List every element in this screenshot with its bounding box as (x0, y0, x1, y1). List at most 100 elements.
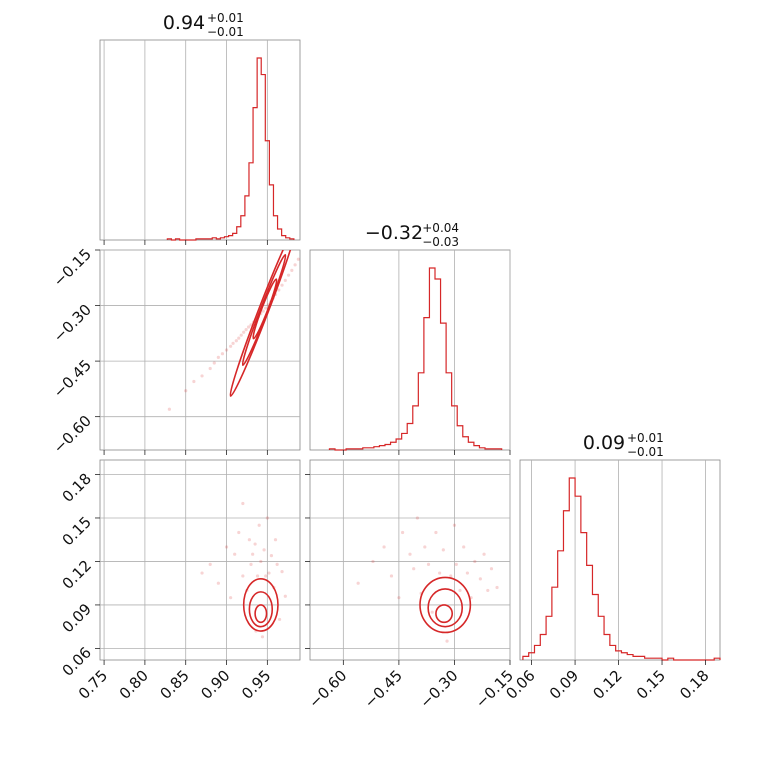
sample-point-1-22 (267, 571, 271, 575)
sample-point-0-1 (184, 389, 188, 393)
sample-point-0-10 (231, 341, 235, 345)
sample-point-0-13 (239, 333, 243, 337)
sample-point-0-32 (290, 268, 294, 272)
xtick-label-0-4: 0.95 (238, 666, 274, 702)
sample-point-1-7 (241, 501, 245, 506)
scatter-frame-1 (99, 459, 301, 661)
sample-point-0-14 (242, 330, 246, 334)
hist-title-plus-0: +0.01 (207, 11, 244, 25)
sample-point-2-8 (415, 516, 420, 520)
contour-1-2 (254, 604, 268, 624)
sample-point-1-16 (257, 523, 261, 527)
sample-point-0-28 (277, 288, 281, 292)
hist-title-plus-2: +0.01 (627, 431, 664, 445)
contour-2-2 (435, 604, 454, 624)
sample-point-0-4 (208, 366, 212, 371)
sample-point-1-23 (269, 554, 274, 558)
hist-title-minus-0: −0.01 (207, 25, 244, 39)
xtick-label-0-1: 0.80 (116, 666, 152, 702)
sample-point-1-17 (259, 559, 263, 564)
sample-point-1-29 (283, 594, 287, 598)
ytick-label-1-2: −0.30 (50, 301, 95, 346)
sample-point-0-2 (192, 379, 196, 384)
sample-point-1-28 (280, 569, 284, 574)
sample-point-0-29 (280, 283, 284, 287)
ytick-label-2-2: 0.12 (59, 556, 95, 592)
sample-point-0-22 (261, 309, 265, 313)
contour-0-2 (252, 278, 278, 340)
sample-point-2-15 (441, 548, 445, 552)
scatter-frame-2 (309, 459, 511, 661)
sample-point-0-12 (237, 336, 241, 340)
contour-1-1 (248, 591, 274, 628)
sample-point-1-6 (237, 530, 241, 535)
sample-point-1-0 (200, 571, 204, 575)
sample-point-0-3 (200, 374, 204, 378)
hist-frame-1 (309, 249, 511, 451)
sample-point-0-5 (212, 361, 216, 365)
hist-title-minus-1: −0.03 (422, 235, 459, 249)
sample-point-0-9 (229, 344, 233, 348)
hist-panel-2: 0.09 +0.01−0.01 (519, 431, 721, 661)
sample-point-1-13 (253, 542, 257, 546)
sample-point-0-16 (246, 325, 251, 329)
sample-point-0-7 (220, 352, 225, 356)
hist-title-median-2: 0.09 (583, 432, 625, 454)
sample-point-2-6 (408, 552, 412, 556)
ytick-label-2-3: 0.15 (59, 513, 95, 549)
sample-point-2-20 (458, 588, 462, 593)
sample-point-2-27 (486, 588, 490, 593)
contour-2-1 (427, 588, 464, 628)
hist-panel-1: −0.32 +0.04−0.03 (309, 221, 511, 451)
xtick-label-2-2: 0.12 (589, 666, 625, 702)
ytick-label-1-3: −0.15 (50, 245, 95, 290)
hist-frame-2 (519, 459, 721, 661)
sample-point-2-16 (445, 639, 449, 643)
histogram-1 (328, 267, 503, 451)
sample-point-1-11 (249, 562, 253, 566)
histogram-0 (166, 57, 295, 241)
sample-point-0-30 (283, 278, 287, 282)
sample-point-1-1 (208, 562, 212, 566)
contour-1-0 (242, 578, 279, 632)
sample-point-2-19 (454, 562, 458, 566)
xtick-label-2-4: 0.18 (676, 666, 712, 702)
sample-point-1-8 (241, 574, 245, 578)
sample-point-2-17 (449, 574, 453, 578)
sample-point-0-8 (224, 348, 229, 352)
sample-point-1-27 (277, 617, 282, 622)
sample-point-0-34 (296, 257, 300, 261)
xtick-label-2-1: 0.09 (546, 666, 582, 702)
ytick-label-2-1: 0.09 (59, 600, 95, 636)
sample-point-1-20 (264, 574, 268, 578)
xtick-label-1-1: −0.45 (361, 666, 406, 711)
sample-point-0-0 (167, 407, 171, 411)
sample-point-1-21 (265, 516, 269, 520)
sample-point-2-1 (371, 559, 375, 564)
contour-2-0 (419, 576, 472, 634)
sample-point-0-31 (286, 273, 291, 277)
sample-point-0-6 (216, 355, 220, 360)
xtick-label-0-2: 0.85 (156, 666, 192, 702)
sample-point-0-11 (234, 339, 238, 343)
ytick-label-1-0: −0.60 (50, 412, 95, 457)
sample-point-2-14 (438, 571, 442, 575)
sample-point-2-4 (397, 596, 401, 600)
scatter-panel-2 (309, 459, 511, 661)
sample-point-2-13 (434, 530, 438, 535)
sample-point-1-10 (247, 538, 251, 542)
sample-point-2-18 (452, 523, 457, 527)
xtick-label-0-0: 0.75 (75, 666, 111, 702)
sample-point-1-3 (224, 545, 229, 549)
sample-point-2-5 (400, 530, 405, 535)
xtick-label-0-3: 0.90 (197, 666, 233, 702)
sample-point-0-23 (264, 306, 268, 310)
sample-point-2-2 (382, 545, 386, 549)
hist-panel-0: 0.94 +0.01−0.01 (99, 11, 301, 241)
hist-title-median-1: −0.32 (365, 222, 423, 244)
xtick-label-1-0: −0.60 (305, 666, 350, 711)
sample-point-1-18 (260, 635, 265, 639)
scatter-panel-1 (99, 459, 301, 661)
sample-point-2-22 (465, 571, 470, 575)
